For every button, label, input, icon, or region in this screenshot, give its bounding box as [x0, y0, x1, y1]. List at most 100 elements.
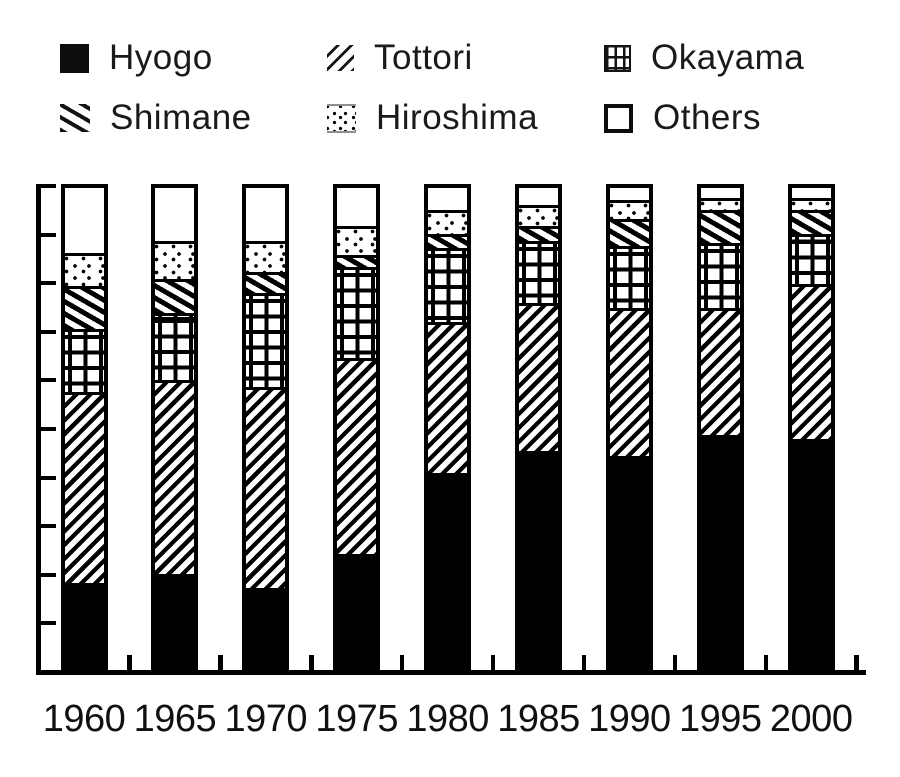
bar-segment-hyogo: [700, 434, 740, 667]
bar-segment-tottori: [519, 302, 558, 452]
bar-segment-tottori: [155, 379, 195, 574]
legend-item-okayama: Okayama: [604, 38, 804, 78]
bar-segment-hiroshima: [609, 200, 649, 220]
bar-segment-hiroshima: [428, 209, 468, 234]
x-axis-label-1970: 1970: [224, 698, 308, 740]
bar-segment-hiroshima: [337, 226, 377, 256]
x-axis-label-2000: 2000: [769, 698, 853, 740]
legend-item-hiroshima: Hiroshima: [327, 98, 538, 138]
legend-item-hyogo: Hyogo: [60, 38, 213, 78]
bar-segment-hyogo: [609, 456, 649, 667]
x-axis-tick: [399, 655, 405, 670]
bar-segment-tottori: [700, 307, 740, 435]
bar-segment-shimane: [609, 219, 649, 246]
bar-segment-shimane: [337, 255, 377, 268]
bar-segment-okayama: [337, 267, 377, 359]
bar-segment-tottori: [64, 391, 104, 584]
x-axis-label-1965: 1965: [133, 698, 217, 740]
bar-segment-okayama: [519, 240, 558, 303]
bar-segment-hiroshima: [519, 204, 558, 227]
bar-segment-hiroshima: [791, 197, 831, 210]
bar-segment-okayama: [155, 312, 195, 380]
bar-segment-hyogo: [337, 554, 377, 667]
x-axis-tick: [490, 655, 496, 670]
legend-item-shimane: Shimane: [60, 98, 252, 138]
legend-label-others: Others: [653, 98, 762, 137]
bar-segment-hyogo: [155, 573, 195, 667]
bar-segment-tottori: [609, 307, 649, 457]
legend-swatch-others: [604, 103, 633, 133]
bar-segment-hiroshima: [700, 197, 740, 210]
x-axis-tick: [218, 655, 223, 670]
y-axis-tick: [36, 524, 56, 529]
y-axis-tick: [36, 621, 56, 626]
y-axis-tick: [36, 281, 56, 286]
y-axis-tick: [36, 475, 56, 480]
legend-item-tottori: Tottori: [327, 38, 473, 78]
bar-segment-others: [519, 188, 558, 205]
x-axis-tick: [763, 655, 768, 670]
y-axis-tick: [36, 329, 56, 334]
legend-swatch-okayama: [604, 44, 631, 72]
y-axis-tick: [36, 427, 56, 431]
bar-segment-okayama: [246, 293, 286, 387]
legend-label-okayama: Okayama: [651, 38, 805, 77]
bar-segment-hiroshima: [155, 240, 195, 280]
y-axis-tick: [36, 184, 56, 188]
bar-segment-okayama: [609, 245, 649, 308]
bar-segment-tottori: [246, 386, 286, 588]
bar-segment-shimane: [791, 209, 831, 234]
legend-swatch-hiroshima: [327, 103, 356, 133]
legend-swatch-shimane: [60, 104, 90, 132]
bar-1970: [242, 184, 290, 671]
bar-segment-others: [700, 188, 740, 198]
legend-label-hyogo: Hyogo: [109, 38, 213, 77]
bar-segment-okayama: [700, 243, 740, 308]
bar-2000: [787, 184, 835, 671]
bar-segment-hiroshima: [64, 252, 104, 287]
x-axis-tick: [581, 655, 587, 670]
bar-segment-others: [428, 188, 468, 210]
x-axis-label-1975: 1975: [315, 698, 398, 740]
bar-segment-hyogo: [246, 587, 286, 667]
x-axis-label-1960: 1960: [42, 698, 126, 740]
bar-segment-shimane: [428, 233, 468, 248]
x-axis-label-1990: 1990: [588, 698, 671, 740]
legend-swatch-tottori: [327, 45, 354, 71]
x-axis-tick: [309, 655, 314, 670]
bar-segment-tottori: [791, 283, 831, 440]
bar-1995: [696, 184, 744, 671]
bar-segment-others: [791, 188, 831, 198]
legend-item-others: Others: [604, 98, 761, 138]
bar-segment-tottori: [337, 358, 377, 555]
x-axis-line: [36, 670, 866, 675]
x-axis-tick: [854, 655, 859, 670]
bar-segment-others: [609, 188, 649, 200]
legend-swatch-hyogo: [60, 43, 89, 73]
bar-segment-shimane: [700, 209, 740, 244]
bar-segment-okayama: [64, 329, 104, 392]
bar-segment-hyogo: [791, 439, 831, 667]
x-axis-tick: [127, 655, 132, 670]
bar-1975: [333, 184, 381, 671]
bar-1965: [151, 184, 199, 671]
bar-segment-hyogo: [64, 583, 104, 667]
x-axis-label-1995: 1995: [679, 698, 762, 740]
legend-label-shimane: Shimane: [110, 98, 252, 137]
bar-segment-hyogo: [428, 473, 468, 667]
bar-segment-hyogo: [519, 451, 558, 667]
legend-label-tottori: Tottori: [374, 38, 473, 77]
y-axis-tick: [36, 378, 56, 383]
bar-segment-others: [337, 188, 377, 227]
bar-segment-okayama: [791, 233, 831, 284]
legend-label-hiroshima: Hiroshima: [376, 98, 539, 137]
bar-segment-okayama: [428, 247, 468, 323]
bar-segment-hiroshima: [246, 240, 286, 272]
bar-1985: [515, 184, 562, 671]
bar-1990: [605, 184, 653, 671]
bar-segment-shimane: [519, 226, 558, 241]
x-axis-label-1980: 1980: [406, 698, 489, 740]
x-axis-label-1985: 1985: [497, 698, 580, 740]
bar-segment-others: [64, 188, 104, 253]
